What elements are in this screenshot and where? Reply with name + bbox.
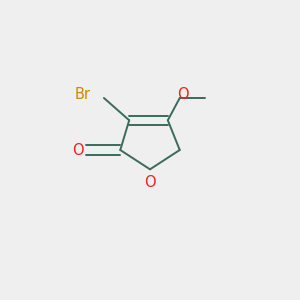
Text: Br: Br	[75, 87, 91, 102]
Text: O: O	[144, 175, 156, 190]
Text: O: O	[72, 142, 84, 158]
Text: O: O	[177, 87, 188, 102]
